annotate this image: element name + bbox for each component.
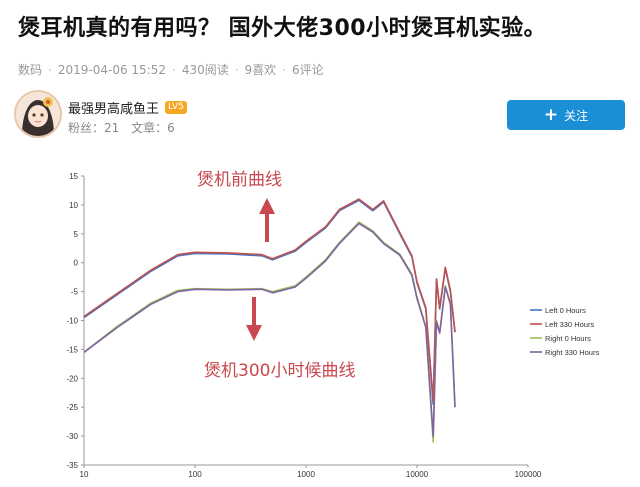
- y-tick-label: 0: [74, 259, 79, 268]
- article-category[interactable]: 数码: [18, 63, 43, 77]
- x-tick-label: 100000: [515, 470, 542, 479]
- meta-separator: ·: [282, 62, 287, 77]
- article-meta: 数码 · 2019-04-06 15:52 · 430阅读 · 9喜欢 · 6评…: [18, 61, 324, 78]
- meta-separator: ·: [171, 62, 176, 77]
- x-tick-label: 10000: [406, 470, 429, 479]
- y-tick-label: -35: [66, 461, 78, 470]
- meta-separator: ·: [48, 62, 52, 77]
- article-comments[interactable]: 6评论: [292, 63, 324, 77]
- author-stats: 粉丝：21 文章：6: [68, 119, 175, 136]
- y-tick-label: -10: [66, 317, 78, 326]
- chart-legend: Left 0 Hours Left 330 Hours Right 0 Hours R…: [530, 306, 599, 357]
- y-tick-label: -5: [71, 288, 79, 297]
- author-name[interactable]: 最强男高咸鱼王: [68, 102, 160, 117]
- legend-label: Left 330 Hours: [545, 320, 594, 329]
- avatar[interactable]: [14, 90, 62, 138]
- x-tick-label: 100: [188, 470, 202, 479]
- annotation-after: 煲机300小时候曲线: [204, 361, 355, 381]
- y-tick-label: 10: [69, 201, 78, 210]
- y-tick-label: 5: [74, 230, 79, 239]
- x-tick-label: 10: [80, 470, 89, 479]
- legend-label: Left 0 Hours: [545, 306, 586, 315]
- article-datetime: 2019-04-06 15:52: [57, 62, 166, 77]
- legend-label: Right 0 Hours: [545, 334, 591, 343]
- chart-image: 15 10 5 0 -5 -10 -15 -20 -25 -30 -35 10 100 1000 10000…: [32, 152, 622, 483]
- series-line-right-330-hours: [83, 222, 456, 437]
- level-badge: LV5: [165, 101, 187, 114]
- y-tick-label: -15: [66, 345, 78, 354]
- y-tick-label: 15: [69, 172, 78, 181]
- y-tick-label: -20: [66, 374, 78, 383]
- article-reads: 430阅读: [181, 63, 229, 77]
- y-tick-label: -25: [66, 403, 78, 412]
- arrow-down-head-icon: [246, 325, 262, 341]
- chart-series: [83, 198, 456, 443]
- series-line-left-330-hours: [83, 198, 456, 403]
- arrow-up-head-icon: [259, 198, 275, 214]
- author-fans: 粉丝：21: [68, 121, 120, 135]
- y-tick-label: -30: [66, 432, 78, 441]
- article-likes[interactable]: 9喜欢: [244, 63, 277, 77]
- author-articles: 文章：6: [131, 121, 175, 135]
- x-tick-label: 1000: [297, 470, 315, 479]
- article-title: 煲耳机真的有用吗？ 国外大佬300小时煲耳机实验。: [18, 16, 547, 41]
- plus-icon: +: [543, 104, 559, 125]
- meta-separator: ·: [234, 62, 239, 77]
- annotation-before: 煲机前曲线: [197, 170, 282, 190]
- legend-label: Right 330 Hours: [545, 348, 599, 357]
- follow-label: 关注: [564, 108, 589, 123]
- avatar-illustration: [16, 92, 60, 136]
- author-info: 最强男高咸鱼王 LV5: [68, 98, 187, 117]
- follow-button[interactable]: + 关注: [507, 100, 625, 130]
